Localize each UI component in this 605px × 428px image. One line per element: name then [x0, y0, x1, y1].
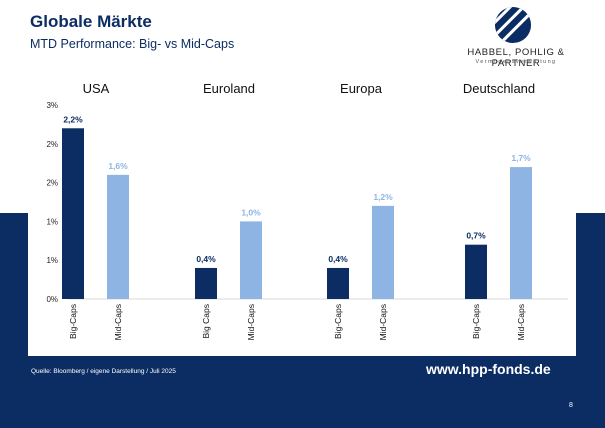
- group-label: Europa: [340, 81, 383, 96]
- bar-big-caps: [195, 267, 217, 299]
- page-subtitle: MTD Performance: Big- vs Mid-Caps: [30, 37, 235, 51]
- bar-chart: 0% 1% 1% 2% 2% 3% USA Euroland Europa Deutschland…: [46, 81, 568, 340]
- logo-company-name: HABBEL, POHLIG & PARTNER: [467, 47, 565, 69]
- bar-category-label: Mid-Caps: [516, 304, 526, 340]
- source-note: Quelle: Bloomberg / eigene Darstellung /…: [31, 368, 176, 375]
- data-label: 0,4%: [328, 254, 348, 264]
- data-label: 1,0%: [241, 207, 261, 217]
- bar-category-label: Big Caps: [201, 304, 211, 339]
- y-tick-label: 1%: [46, 256, 58, 265]
- bar-mid-caps: [510, 167, 532, 299]
- bar-mid-caps: [372, 205, 394, 299]
- company-logo: HABBEL, POHLIG & PARTNER Vermögensverwal…: [446, 6, 586, 69]
- bar-category-label: Big-Caps: [333, 304, 343, 339]
- bar-big-caps: [465, 244, 487, 299]
- bar-category-label: Big-Caps: [68, 304, 78, 339]
- group-label: Deutschland: [463, 81, 535, 96]
- y-tick-label: 3%: [46, 101, 58, 110]
- page-title: Globale Märkte: [30, 12, 152, 31]
- bar-mid-caps: [240, 221, 262, 299]
- data-label: 1,2%: [373, 192, 393, 202]
- group-label: Euroland: [203, 81, 255, 96]
- bar-big-caps: [62, 128, 84, 299]
- bar-mid-caps: [107, 174, 129, 299]
- y-tick-label: 0%: [46, 295, 58, 304]
- data-label: 1,6%: [108, 161, 128, 171]
- bar-category-label: Mid-Caps: [113, 304, 123, 340]
- page-number: 8: [569, 402, 573, 409]
- bar-big-caps: [327, 267, 349, 299]
- logo-tagline: Vermögensverwaltung: [475, 59, 557, 65]
- y-tick-label: 2%: [46, 140, 58, 149]
- data-label: 1,7%: [511, 153, 531, 163]
- chart-panel: 0% 1% 1% 2% 2% 3% USA Euroland Europa Deutschland…: [28, 68, 576, 356]
- website-link[interactable]: www.hpp-fonds.de: [426, 361, 551, 377]
- bar-category-label: Mid-Caps: [246, 304, 256, 340]
- striped-circle-logo-icon: [494, 6, 532, 44]
- group-label: USA: [83, 81, 110, 96]
- data-label: 0,4%: [196, 254, 216, 264]
- y-tick-label: 2%: [46, 179, 58, 188]
- bar-category-label: Mid-Caps: [378, 304, 388, 340]
- bar-category-label: Big-Caps: [471, 304, 481, 339]
- data-label: 2,2%: [63, 114, 83, 124]
- y-tick-label: 1%: [46, 217, 58, 226]
- data-label: 0,7%: [466, 231, 486, 241]
